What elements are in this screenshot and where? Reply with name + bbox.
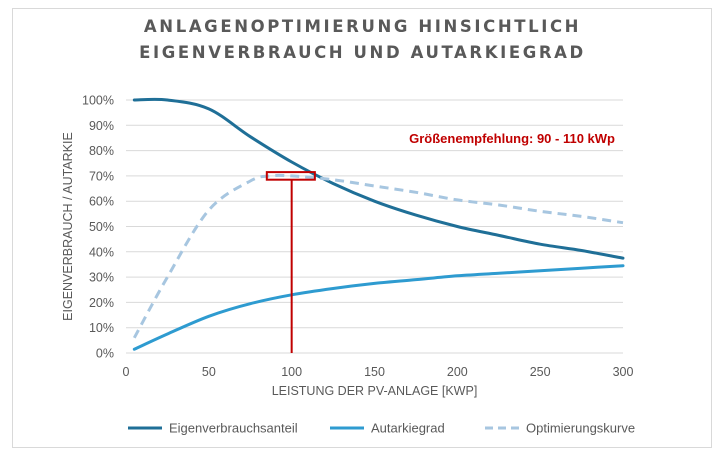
x-tick-label: 300 [613, 365, 634, 379]
y-tick-label: 50% [89, 220, 114, 234]
y-axis-title: EIGENVERBRAUCH / AUTARKIE [61, 132, 75, 321]
series-autarkiegrad-line [132, 264, 625, 351]
legend-optimierungskurve-label: Optimierungskurve [526, 421, 635, 436]
x-tick-label: 150 [364, 365, 385, 379]
y-tick-label: 70% [89, 169, 114, 183]
y-tick-label: 80% [89, 144, 114, 158]
y-tick-label: 30% [89, 271, 114, 285]
x-tick-label: 250 [530, 365, 551, 379]
x-tick-label: 0 [123, 365, 130, 379]
series-optimierungskurve-line [132, 173, 624, 339]
chart-title-line-1: ANLAGENOPTIMIERUNG HINSICHTLICH [143, 17, 582, 36]
x-tick-label: 100 [281, 365, 302, 379]
legend-eigenverbrauchsanteil-label: Eigenverbrauchsanteil [169, 421, 298, 436]
recommendation-box [265, 171, 316, 181]
y-tick-label: 40% [89, 245, 114, 259]
chart-frame [12, 8, 712, 448]
chart-title: ANLAGENOPTIMIERUNG HINSICHTLICH EIGENVER… [0, 14, 725, 66]
recommendation-label: Größenempfehlung: 90 - 110 kWp [409, 131, 615, 146]
y-tick-label: 20% [89, 296, 114, 310]
legend-autarkiegrad-label: Autarkiegrad [371, 421, 445, 436]
x-axis-title: LEISTUNG DER PV-ANLAGE [KWP] [272, 384, 478, 398]
y-tick-label: 100% [82, 94, 114, 108]
chart-title-line-2: EIGENVERBRAUCH UND AUTARKIEGRAD [139, 43, 586, 62]
x-tick-label: 200 [447, 365, 468, 379]
y-tick-label: 10% [89, 321, 114, 335]
y-tick-label: 90% [89, 119, 114, 133]
y-tick-label: 60% [89, 195, 114, 209]
x-tick-label: 50 [202, 365, 216, 379]
y-tick-label: 0% [96, 347, 114, 361]
series-eigenverbrauchsanteil-line [132, 97, 625, 260]
